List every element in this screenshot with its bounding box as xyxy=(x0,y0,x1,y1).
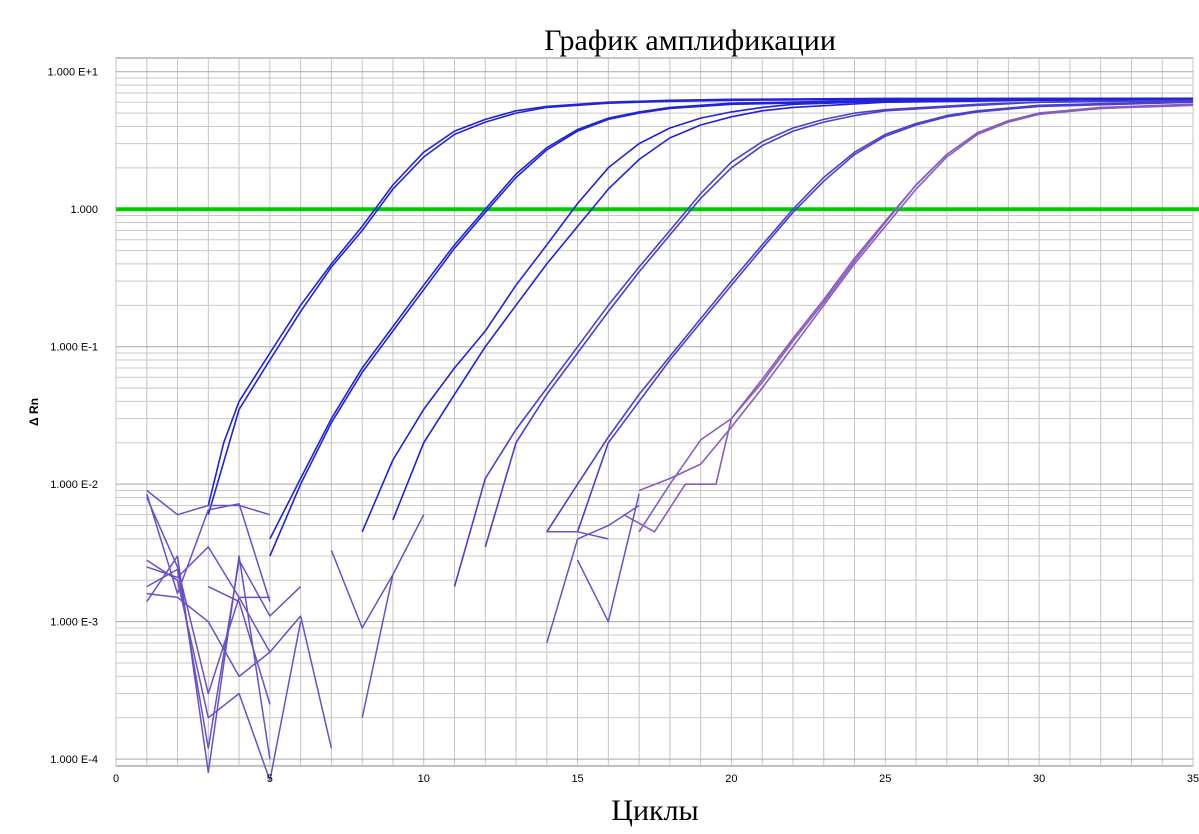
series-line xyxy=(146,559,302,749)
x-tick-label: 25 xyxy=(879,773,891,785)
grid xyxy=(115,58,1194,766)
plot-area xyxy=(115,57,1194,767)
series-line xyxy=(207,97,1193,506)
x-tick-label: 10 xyxy=(418,773,430,785)
series-line xyxy=(146,555,271,774)
x-tick-label: 0 xyxy=(113,773,119,785)
y-tick-label: 1.000 E-1 xyxy=(50,342,98,354)
series-line xyxy=(638,103,1194,492)
y-tick-label: 1.000 E+1 xyxy=(48,67,98,79)
series-line xyxy=(269,97,1194,557)
series-line xyxy=(361,98,1193,533)
series-line xyxy=(146,559,302,782)
series-line xyxy=(361,514,425,718)
series-line xyxy=(392,98,1194,521)
series-line xyxy=(207,585,271,705)
series-line xyxy=(146,497,271,695)
series-line xyxy=(146,546,270,599)
series-line xyxy=(146,592,333,749)
series-line xyxy=(546,100,1194,533)
series-group xyxy=(146,97,1194,782)
y-tick-label: 1.000 E-3 xyxy=(50,617,98,629)
x-tick-label: 15 xyxy=(571,773,583,785)
series-line xyxy=(146,489,271,516)
y-tick-label: 1.000 E-2 xyxy=(50,479,98,491)
series-line xyxy=(546,531,609,540)
series-line xyxy=(146,493,271,602)
x-tick-labels: 0 5 10 15 20 25 30 35 xyxy=(113,773,1199,785)
series-line xyxy=(484,99,1194,548)
series-line xyxy=(207,97,1193,515)
x-tick-label: 35 xyxy=(1187,773,1199,785)
y-axis-label: Δ Rn xyxy=(27,398,41,426)
series-line xyxy=(546,504,640,644)
x-tick-label: 30 xyxy=(1033,773,1045,785)
x-tick-label: 5 xyxy=(267,773,273,785)
y-tick-label: 1.000 xyxy=(70,204,98,216)
series-line xyxy=(330,550,394,629)
x-axis-label: Циклы xyxy=(611,794,698,827)
y-tick-labels: 1.000 E+1 1.000 1.000 E-1 1.000 E-2 1.000 E-… xyxy=(48,67,98,766)
chart-title: График амплификации xyxy=(544,24,836,57)
series-line xyxy=(623,104,1194,533)
series-line xyxy=(576,493,640,623)
x-tick-label: 20 xyxy=(725,773,737,785)
series-line xyxy=(453,99,1194,587)
y-tick-label: 1.000 E-4 xyxy=(50,754,98,766)
series-line xyxy=(576,101,1194,533)
series-line xyxy=(269,97,1194,540)
